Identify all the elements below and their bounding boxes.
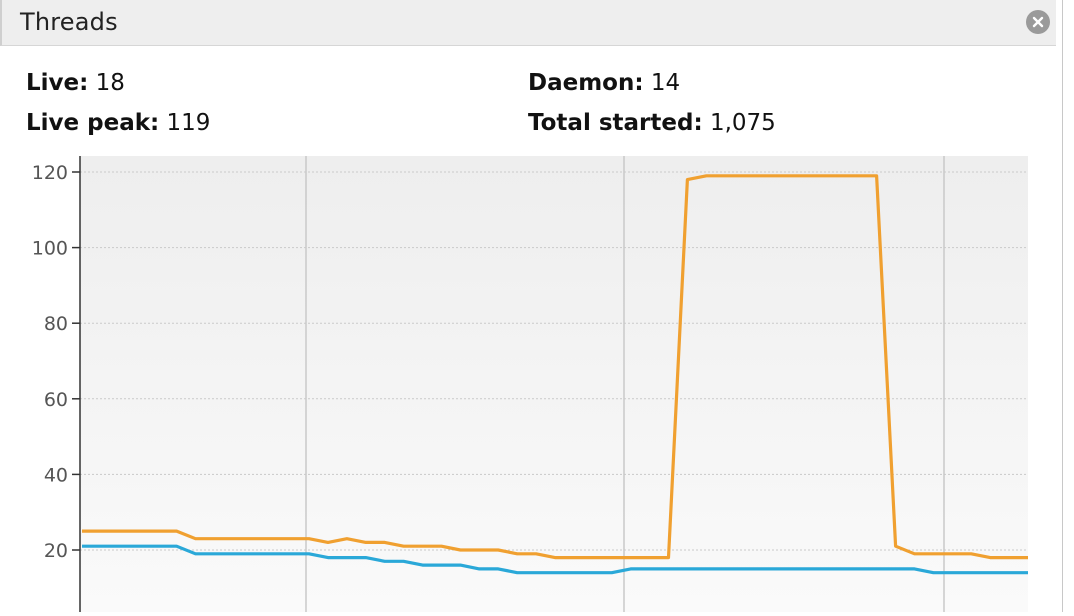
stat-live-label: Live: — [26, 70, 88, 96]
panel-title-bar: Threads — [0, 0, 1056, 46]
close-circle-icon[interactable] — [1026, 10, 1050, 34]
stat-daemon: Daemon: 14 — [528, 70, 680, 96]
panel-title: Threads — [20, 8, 118, 36]
stat-live-value: 18 — [96, 70, 125, 96]
stat-total-started-value: 1,075 — [710, 110, 776, 136]
y-tick-label: 100 — [32, 238, 68, 260]
stat-daemon-value: 14 — [651, 70, 680, 96]
y-tick-label: 20 — [44, 540, 68, 562]
stat-live-peak-label: Live peak: — [26, 110, 159, 136]
threads-chart: 20 40 60 80 100 120 — [0, 154, 1062, 612]
stat-daemon-label: Daemon: — [528, 70, 644, 96]
stat-total-started: Total started: 1,075 — [528, 110, 776, 136]
close-x-glyph — [1031, 15, 1045, 29]
stat-live-peak: Live peak: 119 — [26, 110, 210, 136]
y-axis-ticks: 20 40 60 80 100 120 — [32, 162, 80, 562]
stat-live-peak-value: 119 — [167, 110, 211, 136]
stat-total-started-label: Total started: — [528, 110, 703, 136]
y-tick-label: 120 — [32, 162, 68, 184]
stat-live: Live: 18 — [26, 70, 125, 96]
y-tick-label: 80 — [44, 313, 68, 335]
threads-line-chart: 20 40 60 80 100 120 — [0, 154, 1062, 612]
y-tick-label: 40 — [44, 464, 68, 486]
y-tick-label: 60 — [44, 389, 68, 411]
